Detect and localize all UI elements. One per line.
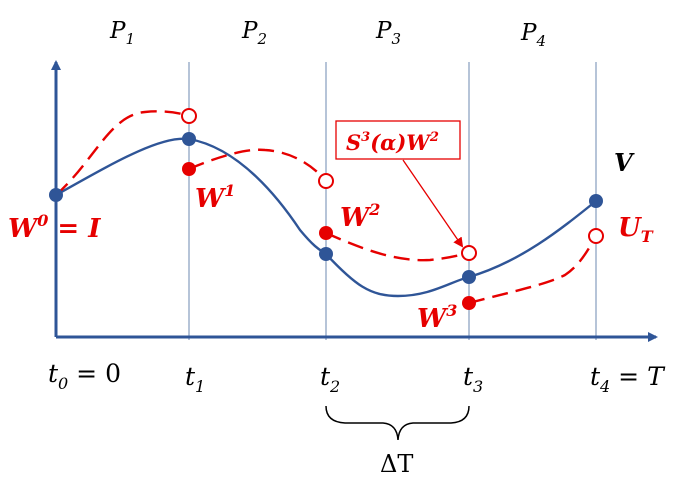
red-open-point-t3 <box>461 245 477 261</box>
red-point-W3 <box>462 296 476 310</box>
delta-t-brace <box>325 405 470 441</box>
partition-label-2: P2 <box>241 18 267 48</box>
blue-point-t2 <box>319 247 333 261</box>
callout-arrow <box>402 159 464 248</box>
label-UT: UT <box>618 213 654 246</box>
red-dashed-segment-2 <box>188 148 327 182</box>
red-dashed-segment-3 <box>325 231 470 262</box>
red-dashed-segment-4 <box>468 235 598 305</box>
red-open-point-t4 <box>588 228 604 244</box>
label-W1: W1 <box>195 181 235 214</box>
partition-label-4: P4 <box>520 20 546 50</box>
red-open-point-t1 <box>181 108 197 124</box>
time-label-3: t3 <box>463 362 483 396</box>
blue-point-t0 <box>49 188 63 202</box>
partition-label-3: P3 <box>375 18 401 48</box>
label-V: V <box>614 148 635 177</box>
red-open-point-t2 <box>318 173 334 189</box>
label-W2: W2 <box>340 200 380 233</box>
time-label-2: t2 <box>320 362 340 396</box>
time-label-0: t0 = 0 <box>48 359 121 393</box>
blue-point-t4 <box>589 194 603 208</box>
label-W3: W3 <box>417 301 457 334</box>
callout-text: S3(α)W2 <box>346 130 439 155</box>
callout-box <box>335 120 461 160</box>
delta-t-label: ΔT <box>380 450 413 478</box>
red-point-W2 <box>319 226 333 240</box>
time-label-1: t1 <box>185 362 205 396</box>
red-point-W1 <box>182 162 196 176</box>
blue-point-t1 <box>182 132 196 146</box>
label-W0: W0 = I <box>8 211 101 244</box>
partition-label-1: P1 <box>109 18 135 48</box>
time-label-4: t4 = T <box>590 362 666 396</box>
red-dashed-segment-1 <box>55 110 190 196</box>
blue-point-t3 <box>462 270 476 284</box>
